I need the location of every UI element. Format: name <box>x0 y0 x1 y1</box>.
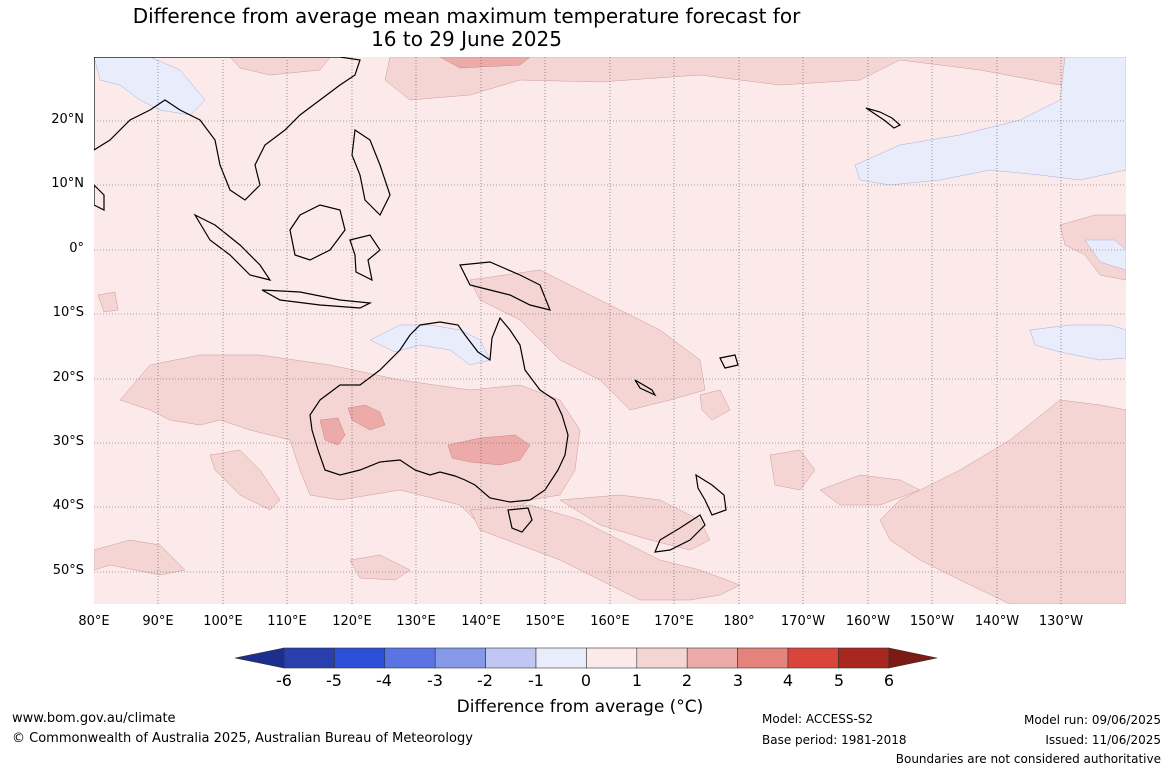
lon-label: 130°E <box>396 614 436 629</box>
map-title-line1: Difference from average mean maximum tem… <box>132 4 801 28</box>
colorbar-tick: 4 <box>782 671 794 690</box>
lon-label: 160°W <box>845 614 891 629</box>
colorbar-label: Difference from average (°C) <box>456 697 704 717</box>
colorbar-segment <box>838 647 890 669</box>
java-outline <box>261 289 373 309</box>
sri-lanka-outline <box>94 184 105 211</box>
model-run-date: Model run: 09/06/2025 <box>1023 713 1161 727</box>
lon-label: 130°W <box>1038 614 1084 629</box>
boundaries-disclaimer: Boundaries are not considered authoritat… <box>895 752 1161 766</box>
lat-label: 0° <box>69 241 84 256</box>
lon-label: 150°W <box>909 614 955 629</box>
fiji-outline <box>719 354 739 369</box>
sulawesi-outline <box>349 234 381 282</box>
colorbar-tick: 5 <box>833 671 845 690</box>
borneo-outline <box>289 204 346 261</box>
lat-label: 50°S <box>52 563 84 578</box>
anomaly-region-2-3 <box>319 57 531 466</box>
lon-label: 110°E <box>267 614 307 629</box>
map-title-line2: 16 to 29 June 2025 <box>371 27 562 51</box>
colorbar-tick: -4 <box>376 671 392 690</box>
colorbar-segment <box>686 647 738 669</box>
colorbar-segment <box>586 647 638 669</box>
lon-label: 150°E <box>525 614 565 629</box>
colorbar-segment <box>535 647 587 669</box>
sumatra-outline <box>193 213 272 281</box>
colorbar-segment <box>334 647 386 669</box>
copyright-text: © Commonwealth of Australia 2025, Austra… <box>12 731 473 746</box>
hawaii-outline <box>865 107 902 129</box>
colorbar <box>234 647 938 669</box>
tasmania-outline <box>507 507 533 533</box>
colorbar-tick: -1 <box>528 671 544 690</box>
lat-label: 10°N <box>51 176 84 191</box>
gridlines <box>94 57 1126 604</box>
colorbar-tick: 3 <box>732 671 744 690</box>
colorbar-tick: -2 <box>477 671 493 690</box>
lon-label: 120°E <box>332 614 372 629</box>
colorbar-segment <box>485 647 537 669</box>
philippines-outline <box>351 128 391 217</box>
colorbar-tick: 1 <box>631 671 643 690</box>
new-zealand-north <box>695 473 727 516</box>
colorbar-tick: -3 <box>427 671 443 690</box>
lat-label: 20°S <box>52 370 84 385</box>
colorbar-segment <box>636 647 688 669</box>
base-period: Base period: 1981-2018 <box>762 733 907 747</box>
colorbar-tick: 6 <box>883 671 895 690</box>
new-zealand-south <box>654 514 706 553</box>
colorbar-extend-low <box>234 647 285 669</box>
colorbar-tick: 0 <box>580 671 592 690</box>
colorbar-segment <box>737 647 789 669</box>
colorbar-segment <box>434 647 486 669</box>
lat-label: 10°S <box>52 305 84 320</box>
colorbar-segment <box>283 647 335 669</box>
issued-date: Issued: 11/06/2025 <box>1045 733 1161 747</box>
lon-label: 140°E <box>461 614 501 629</box>
colorbar-tick: 2 <box>681 671 693 690</box>
lon-label: 180° <box>723 614 755 629</box>
lon-label: 90°E <box>142 614 174 629</box>
lon-label: 160°E <box>590 614 630 629</box>
colorbar-extend-high <box>888 647 938 669</box>
lat-label: 20°N <box>51 112 84 127</box>
colorbar-segment <box>384 647 436 669</box>
lon-label: 80°E <box>78 614 110 629</box>
model-name: Model: ACCESS-S2 <box>762 712 874 726</box>
lat-label: 40°S <box>52 498 84 513</box>
lat-label: 30°S <box>52 434 84 449</box>
new-caledonia-outline <box>634 379 657 397</box>
colorbar-segment <box>787 647 839 669</box>
lon-label: 170°W <box>780 614 826 629</box>
lon-label: 140°W <box>974 614 1020 629</box>
new-guinea-outline <box>459 261 551 311</box>
australia-outline <box>309 316 569 503</box>
colorbar-tick: -5 <box>326 671 342 690</box>
website-url: www.bom.gov.au/climate <box>12 711 176 726</box>
anomaly-region-negative <box>94 57 1126 366</box>
colorbar-tick: -6 <box>276 671 292 690</box>
coastlines <box>94 57 902 553</box>
lon-label: 170°E <box>654 614 694 629</box>
lon-label: 100°E <box>203 614 243 629</box>
